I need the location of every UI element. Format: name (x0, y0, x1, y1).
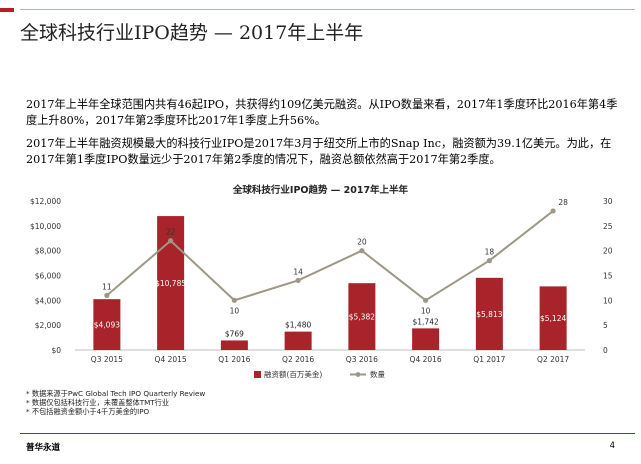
page-title: 全球科技行业IPO趋势 — 2017年上半年 (20, 22, 364, 44)
bar-value-label: $1,742 (413, 317, 439, 326)
x-tick-label: Q3 2015 (91, 355, 123, 364)
x-tick-label: Q3 2016 (346, 355, 378, 364)
count-point (550, 208, 556, 214)
bar-value-label: $1,480 (285, 321, 311, 330)
chart-title: 全球科技行业IPO趋势 — 2017年上半年 (232, 185, 409, 196)
x-tick-label: Q1 2017 (473, 355, 505, 364)
count-value-label: 28 (558, 198, 568, 207)
count-value-label: 11 (102, 282, 112, 291)
y-left-tick-label: $6,000 (35, 272, 61, 281)
y-right-tick-label: 15 (603, 272, 613, 281)
legend-bar-swatch (254, 371, 261, 378)
x-tick-label: Q2 2016 (282, 355, 314, 364)
y-left-tick-label: $8,000 (35, 247, 61, 256)
count-point (104, 292, 110, 298)
count-value-label: 10 (421, 306, 431, 315)
bar (220, 340, 248, 350)
count-point (423, 297, 429, 303)
bar-value-label: $769 (225, 329, 244, 338)
bar-value-label: $5,813 (476, 310, 502, 319)
page-number: 4 (609, 441, 615, 451)
x-tick-label: Q4 2016 (410, 355, 442, 364)
bar (539, 286, 567, 350)
footer-rule (20, 433, 635, 434)
x-tick-label: Q2 2017 (537, 355, 569, 364)
count-value-label: 10 (230, 306, 240, 315)
bar-value-label: $5,382 (349, 313, 375, 322)
y-right-tick-label: 20 (603, 247, 613, 256)
footnote-1: * 数据来源于PwC Global Tech IPO Quarterly Rev… (26, 389, 206, 398)
count-point (359, 248, 365, 254)
bar (475, 277, 503, 350)
bar (348, 283, 376, 350)
y-right-tick-label: 30 (603, 197, 613, 206)
count-point (295, 277, 301, 284)
y-left-tick-label: $10,000 (30, 222, 61, 231)
y-left-tick-label: $2,000 (35, 321, 61, 330)
count-value-label: 18 (485, 248, 495, 257)
bar-value-label: $4,093 (94, 321, 120, 330)
legend-line-label: 数量 (370, 369, 385, 379)
footnote-2: * 数据仅包括科技行业，未覆盖整体TMT行业 (26, 398, 170, 407)
y-left-tick-label: $12,000 (30, 197, 61, 206)
count-value-label: 22 (166, 228, 176, 237)
bar (284, 331, 312, 350)
count-value-label: 20 (357, 238, 367, 247)
legend-bar-label: 融资额(百万美金) (264, 369, 322, 379)
paragraph-2: 2017年上半年融资规模最大的科技行业IPO是2017年3月于纽交所上市的Sna… (26, 137, 612, 166)
corner-accent (0, 8, 14, 12)
y-right-tick-label: 5 (603, 321, 608, 330)
y-right-tick-label: 10 (603, 296, 613, 305)
bar-value-label: $10,785 (155, 279, 186, 288)
footnotes: * 数据来源于PwC Global Tech IPO Quarterly Rev… (26, 389, 205, 416)
y-right-tick-label: 25 (603, 222, 613, 231)
y-left-tick-label: $4,000 (35, 296, 61, 305)
footer-brand: 普华永道 (26, 443, 61, 453)
count-line (106, 210, 554, 302)
top-rule (20, 9, 635, 10)
x-tick-label: Q1 2016 (218, 355, 250, 364)
bar (93, 299, 121, 350)
legend-line-marker (355, 372, 361, 377)
paragraph-1: 2017年上半年全球范围内共有46起IPO，共获得约109亿美元融资。从IPO数… (26, 98, 618, 127)
y-right-tick-label: 0 (603, 346, 608, 355)
count-point (168, 238, 174, 244)
count-point (231, 297, 237, 303)
count-value-label: 14 (293, 267, 303, 276)
bar-value-label: $5,124 (540, 314, 566, 323)
bar (412, 328, 440, 350)
count-point (486, 258, 492, 264)
y-left-tick-label: $0 (51, 346, 61, 355)
x-tick-label: Q4 2015 (155, 355, 187, 364)
footnote-3: * 不包括融资金额小于4千万美金的IPO (26, 407, 150, 416)
